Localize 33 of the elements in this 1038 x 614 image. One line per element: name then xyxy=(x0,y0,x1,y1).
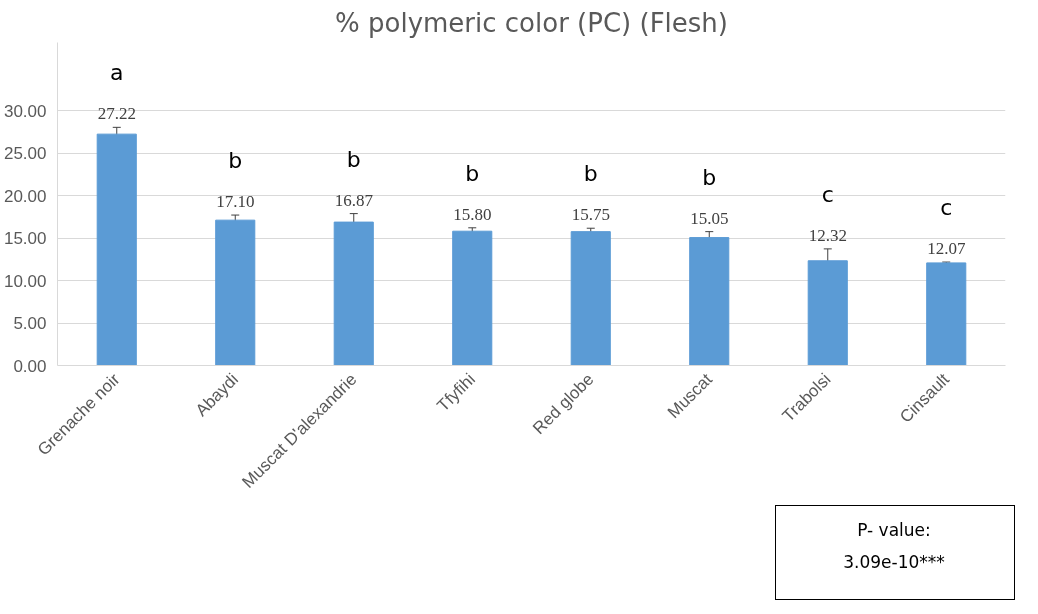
text: P- value: 3.09e-10*** xyxy=(842,519,946,575)
y-tick-label: 15.00 xyxy=(3,229,47,248)
bar xyxy=(689,237,730,366)
data-label: 15.05 xyxy=(690,208,729,228)
annotation: b xyxy=(583,161,598,187)
bar xyxy=(96,133,137,366)
annotation: b xyxy=(465,160,480,186)
y-tick-label: 10.00 xyxy=(3,271,47,291)
bar xyxy=(807,260,848,366)
bar xyxy=(215,219,256,366)
data-label: 17.10 xyxy=(216,192,255,212)
annotation: c xyxy=(940,195,953,221)
data-label: 16.87 xyxy=(334,190,374,210)
chart-title: % polymeric color (PC) (Flesh) xyxy=(335,7,728,38)
annotation: b xyxy=(702,164,717,190)
data-label: 12.07 xyxy=(927,239,966,259)
annotation: c xyxy=(821,181,834,207)
data-label: 15.80 xyxy=(453,204,492,224)
y-tick-label: 20.00 xyxy=(3,186,47,206)
y-tick-label: 5.00 xyxy=(13,314,47,333)
y-tick-label: 0.00 xyxy=(13,356,47,376)
bar xyxy=(926,262,967,366)
bar xyxy=(570,231,611,366)
y-tick-label: 25.00 xyxy=(3,144,47,163)
y-tick-label: 30.00 xyxy=(3,101,47,121)
annotation: b xyxy=(228,148,243,174)
data-label: 27.22 xyxy=(97,104,136,124)
bar xyxy=(452,230,493,366)
annotation: b xyxy=(346,146,361,172)
data-label: 15.75 xyxy=(571,205,610,225)
data-label: 12.32 xyxy=(808,225,847,245)
bar xyxy=(333,221,374,366)
annotation: a xyxy=(110,60,124,86)
